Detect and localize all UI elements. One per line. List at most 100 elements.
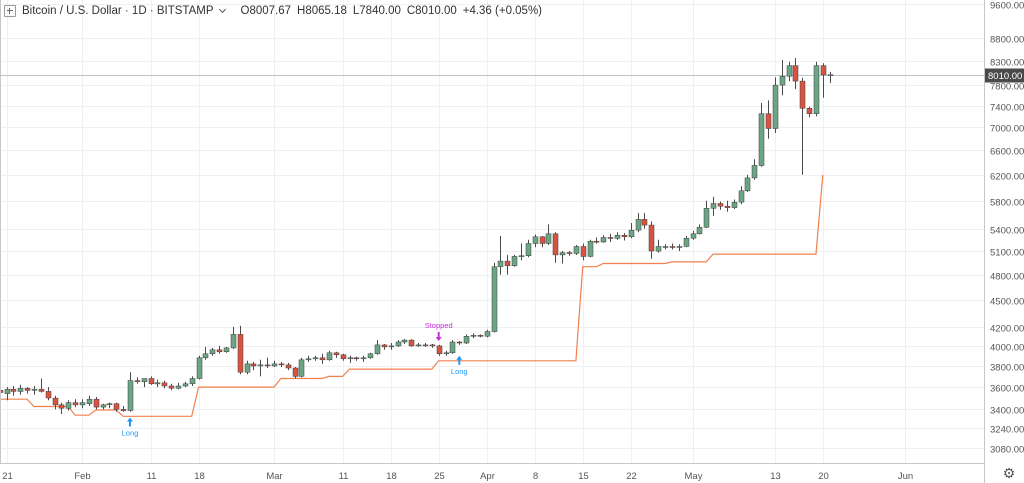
candle [429,344,436,348]
candle [566,251,573,256]
candle-body [676,246,683,248]
candle [628,223,635,239]
candle-body [648,224,655,252]
candle-body [587,240,594,257]
candle-body [10,388,17,392]
candle-body [525,243,532,256]
candle-body [237,334,244,373]
y-tick-label: 5400.00 [990,226,1024,237]
candle [264,357,271,368]
candle [161,380,168,389]
candle-body [264,364,271,367]
gear-icon[interactable]: ⚙ [1002,465,1016,481]
candle-body [374,344,381,355]
x-tick-label: 11 [147,471,157,482]
arrow-up-icon [456,355,463,365]
arrow-up-icon [126,417,133,427]
candle-body [148,378,155,385]
candle [148,376,155,385]
candle [79,399,86,409]
candle [690,230,697,240]
candle [621,233,628,241]
plus-icon[interactable] [4,5,16,17]
candle-body [511,256,518,267]
candle [168,383,175,391]
candle [52,395,59,410]
candle [751,159,758,180]
candle-body [257,364,264,367]
candle-body [86,398,93,404]
x-tick-label: Mar [266,471,282,482]
candle-body [662,246,669,248]
candle-body [669,246,676,248]
y-tick-label: 5100.00 [990,248,1024,259]
stop-line-path [0,174,824,417]
chevron-down-icon[interactable] [218,6,229,17]
candle [278,361,285,367]
candle [559,251,566,264]
candle [703,200,710,228]
candle-body [470,335,477,337]
candle-body [429,344,436,347]
candle [463,334,470,344]
candle [4,387,11,401]
candle-body [408,339,415,347]
candle-body [381,344,388,348]
candle [388,343,395,350]
candle [696,224,703,235]
candle-body [312,357,319,360]
x-tick-label: Apr [480,471,495,482]
y-tick-label: 6600.00 [990,147,1024,158]
x-tick-label: 13 [770,471,781,482]
candle-body [491,266,498,332]
candle [189,376,196,386]
candle-body [154,382,161,385]
candle [614,232,621,240]
candle-body [347,357,354,360]
candle-body [772,84,779,129]
candle-body [600,237,607,243]
y-tick-label: 4500.00 [990,297,1024,308]
candle [401,339,408,344]
candle-body [292,367,299,377]
y-tick-label: 3080.00 [990,445,1024,456]
y-tick-label: 8800.00 [990,35,1024,46]
candle-body [655,246,662,252]
candle [744,174,751,193]
ohlc-low: L7840.00 [352,5,401,17]
candle-body [614,235,621,239]
candle [106,402,113,409]
candle-body [72,402,79,406]
candle-body [607,237,614,239]
candle [120,406,127,412]
candle [491,262,498,333]
candle-body [532,236,539,244]
candle-body [717,203,724,207]
candle-body [724,205,731,208]
y-tick-label: 9600.00 [990,1,1024,12]
y-tick-label: 6200.00 [990,172,1024,183]
candle [765,100,772,139]
candles [0,58,834,414]
candle [24,387,31,394]
y-tick-label: 3240.00 [990,425,1024,436]
candle-body [161,382,168,387]
candle-body [415,344,422,347]
candle [676,244,683,251]
candle [456,341,463,345]
candle-body [127,380,134,411]
ohlc-open: O8007.67 [240,5,292,17]
candle [635,213,642,233]
candle [209,347,216,356]
x-tick-label: 21 [2,471,13,482]
y-tick-label: 8300.00 [990,58,1024,69]
candle-body [477,335,484,337]
candle [196,355,203,380]
candle [484,329,491,338]
y-tick-label: 5800.00 [990,198,1024,209]
candle-body [738,190,745,203]
candle-body [731,201,738,208]
candle [593,237,600,244]
x-tick-label: 18 [386,471,397,482]
